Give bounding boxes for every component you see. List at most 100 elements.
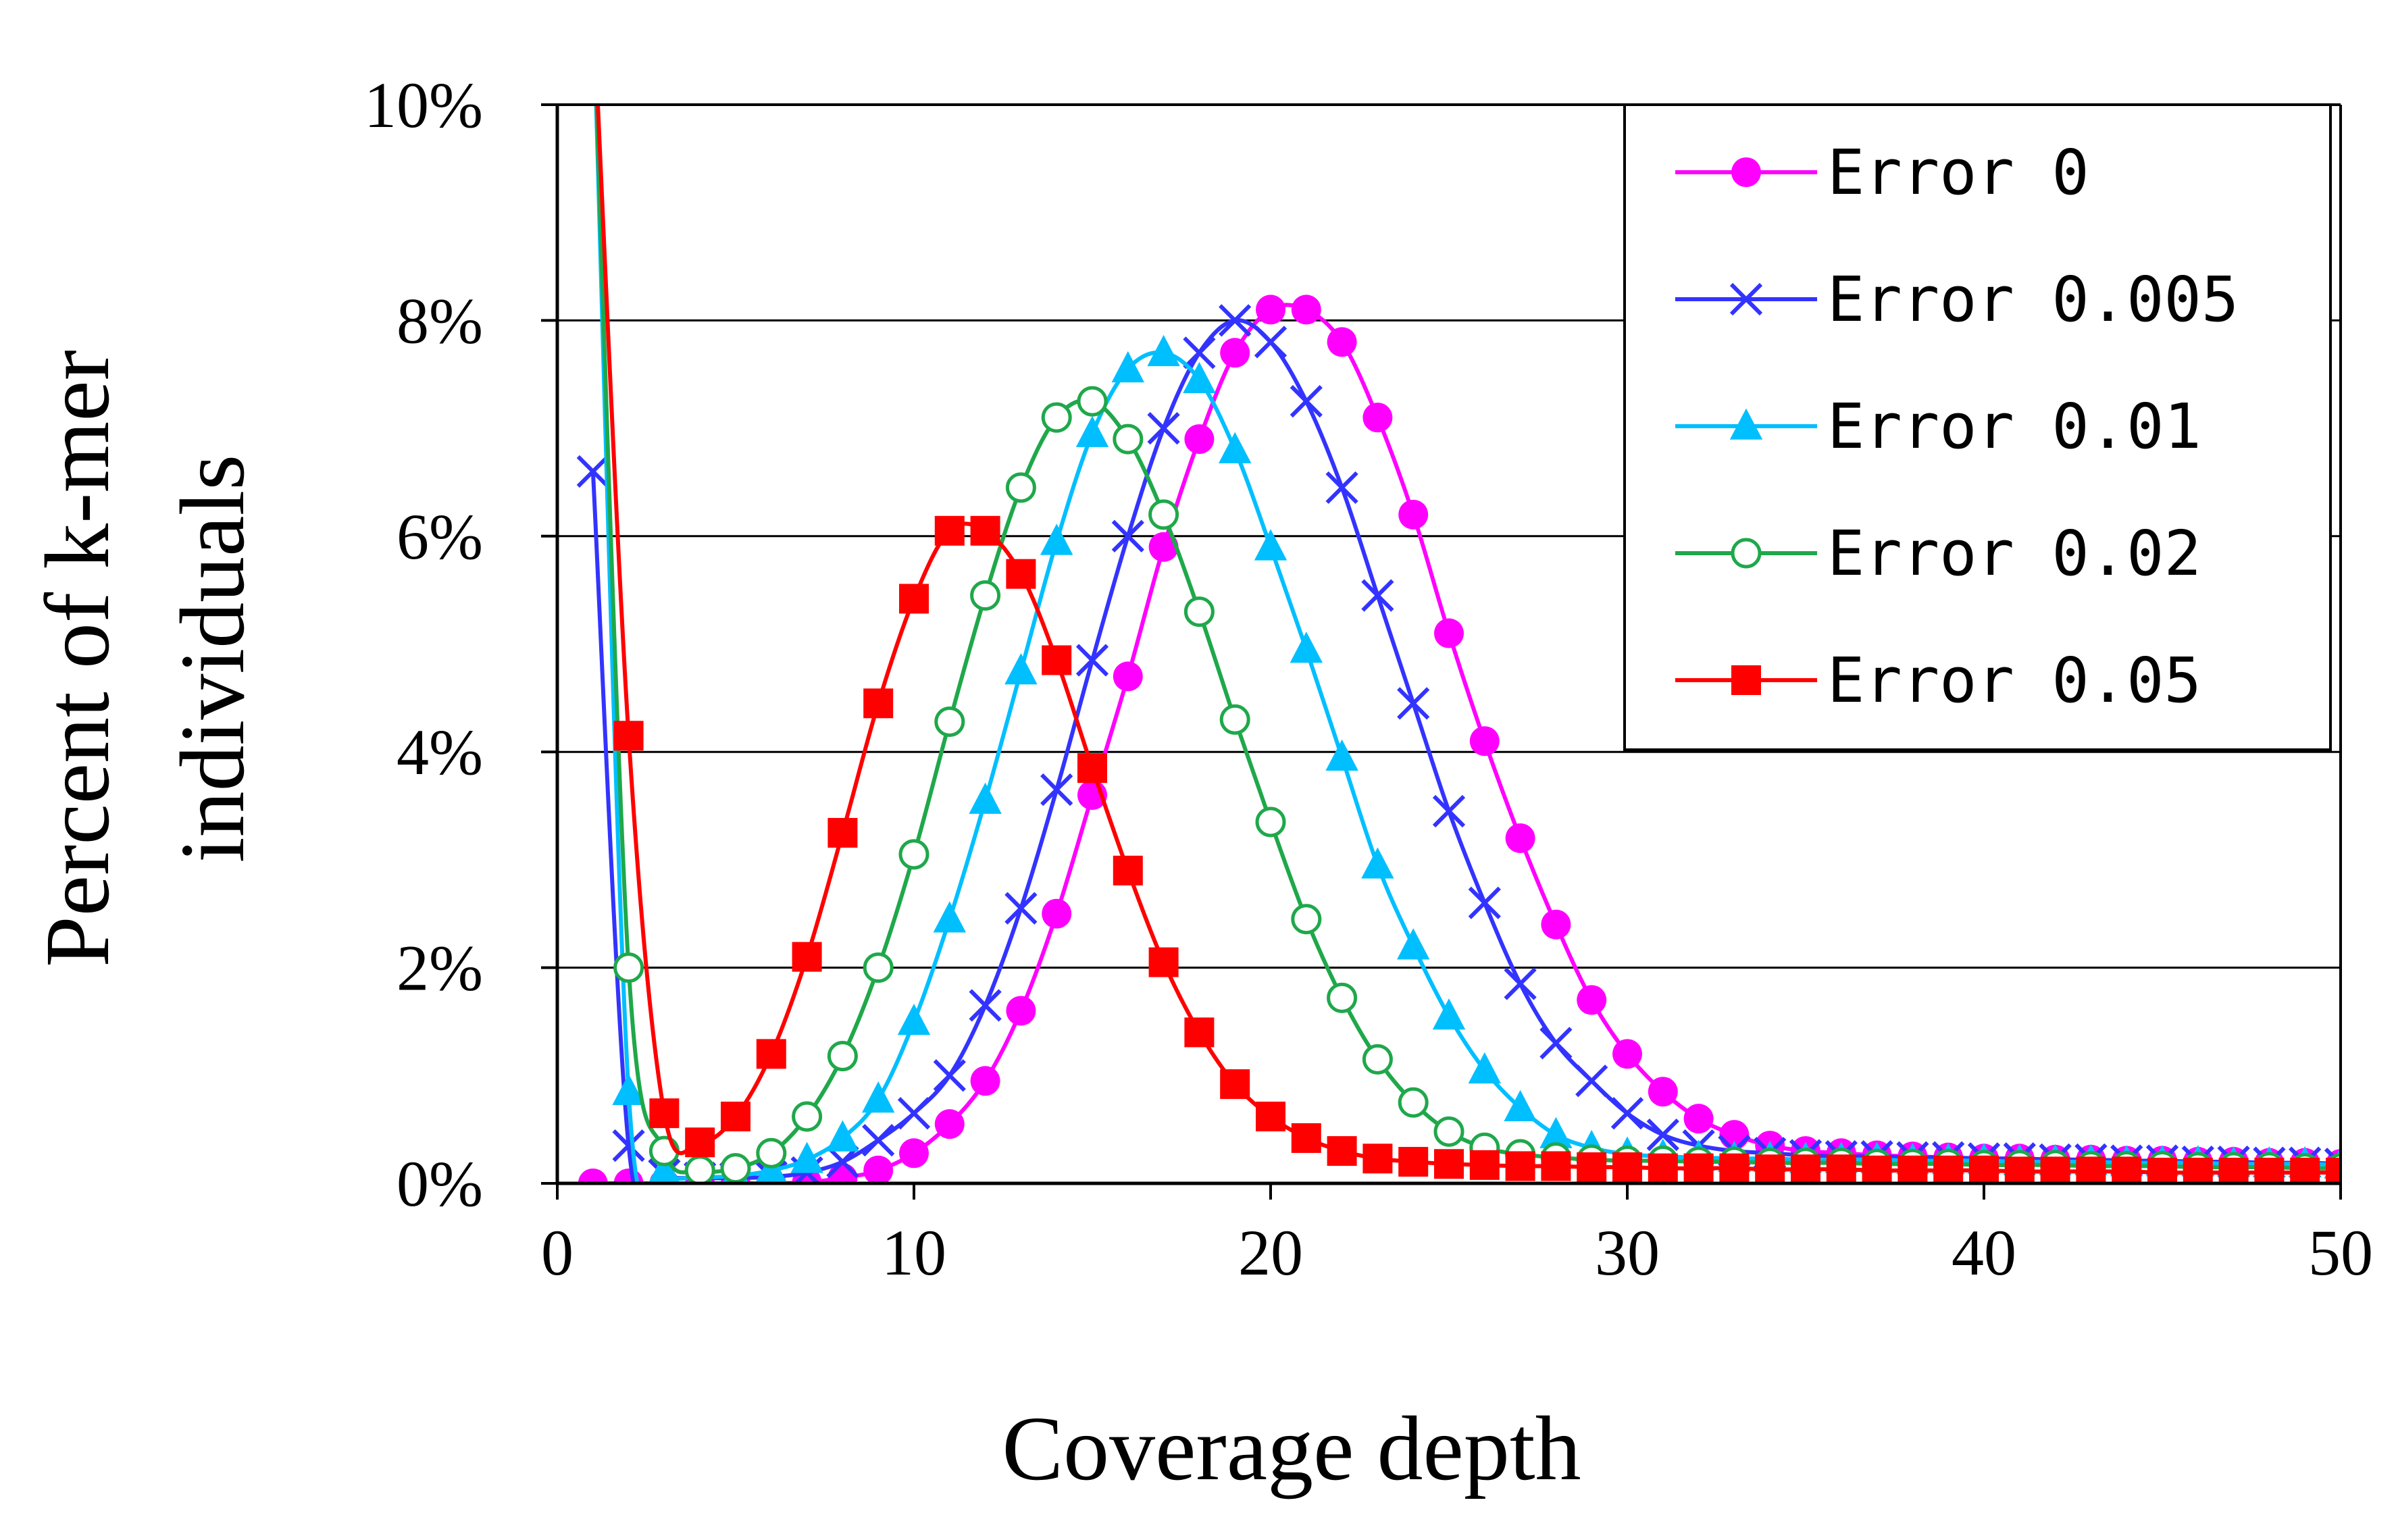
data-point-error-0-05 [613, 721, 644, 751]
data-point-error-0-005-stroke-b [1254, 326, 1288, 359]
data-point-error-0-05 [827, 817, 858, 848]
data-point-error-0 [1469, 726, 1500, 756]
data-point-error-0-02 [756, 1137, 787, 1169]
data-point-error-0 [578, 1169, 608, 1183]
data-point-error-0-005 [1183, 336, 1216, 369]
data-point-error-0-005-stroke-b [1361, 579, 1394, 612]
y-tick-label: 2% [397, 932, 483, 1004]
data-point-error-0-05 [1077, 753, 1107, 784]
data-point-error-0-05 [1113, 855, 1143, 886]
data-point-error-0-01 [862, 1081, 895, 1113]
data-point-error-0-005-stroke-b [826, 1145, 859, 1179]
data-point-error-0-005 [1397, 687, 1430, 720]
data-point-error-0-02 [1005, 472, 1036, 503]
series-layer [576, 105, 2341, 1183]
data-point-error-0 [1434, 618, 1464, 648]
data-point-error-0-01 [1361, 847, 1394, 879]
data-point-error-0-05 [2218, 1158, 2249, 1183]
data-point-error-0 [899, 1138, 929, 1169]
data-point-error-0 [1577, 985, 1607, 1015]
data-point-error-0-05 [1327, 1136, 1357, 1166]
data-point-error-0-05 [1362, 1144, 1393, 1174]
data-point-error-0 [1148, 532, 1179, 562]
data-point-error-0-01 [1290, 632, 1323, 663]
data-point-error-0-02 [898, 839, 929, 870]
legend-item-error-0-005: Error 0.005 [1675, 263, 2239, 336]
y-tick-label: 0% [397, 1148, 483, 1220]
data-point-error-0 [1362, 403, 1393, 433]
data-point-error-0-005 [1075, 644, 1109, 677]
data-point-error-0-005-stroke-b [1646, 1119, 1679, 1152]
data-point-error-0-05 [649, 1098, 680, 1129]
data-point-error-0-02 [934, 706, 965, 737]
legend-marker-error-0-005-stroke-b [1729, 282, 1763, 316]
data-point-error-0-02 [648, 1135, 680, 1166]
data-point-error-0-005 [1147, 411, 1180, 445]
data-point-error-0 [1220, 338, 1250, 368]
data-point-error-0-005 [1004, 892, 1038, 925]
data-point-error-0 [1291, 294, 1321, 325]
data-point-error-0-05 [1291, 1123, 1321, 1153]
data-point-error-0-005-stroke-b [1575, 1064, 1608, 1098]
data-point-error-0-01 [790, 1141, 823, 1173]
data-point-error-0-005 [1325, 471, 1358, 505]
data-point-error-0 [970, 1066, 1000, 1096]
data-point-error-0-01 [1147, 334, 1180, 367]
data-point-error-0-05 [863, 688, 894, 719]
data-point-error-0-02 [1148, 499, 1179, 530]
data-point-error-0 [1006, 996, 1036, 1026]
data-point-error-0-02 [1255, 806, 1286, 838]
data-point-error-0-05 [1256, 1101, 1285, 1131]
data-point-error-0-05 [2254, 1158, 2285, 1183]
data-point-error-0-005-stroke-b [612, 1129, 645, 1162]
data-point-error-0-02 [1113, 424, 1144, 455]
data-point-error-0-05 [1791, 1154, 1820, 1183]
data-point-error-0-05 [1042, 645, 1072, 675]
data-point-error-0 [1113, 661, 1143, 692]
data-point-error-0-005-stroke-b [1432, 794, 1466, 828]
legend-label-error-0-02: Error 0.02 [1827, 517, 2201, 590]
data-point-error-0-005-stroke-b [897, 1097, 931, 1130]
data-point-error-0-05 [970, 515, 1000, 546]
data-point-error-0-05 [1612, 1152, 1642, 1183]
data-point-error-0-05 [685, 1127, 715, 1158]
data-point-error-0-05 [756, 1039, 786, 1069]
data-point-error-0-005-stroke-b [1539, 1027, 1573, 1060]
data-point-error-0-05 [2326, 1158, 2341, 1183]
legend-marker-error-0 [1731, 157, 1761, 187]
data-point-error-0-005-stroke-b [862, 1123, 895, 1157]
data-point-error-0-05 [1006, 559, 1036, 589]
data-point-error-0-01 [1432, 998, 1466, 1030]
legend-item-error-0-01: Error 0.01 [1675, 390, 2201, 463]
data-point-error-0-05 [1434, 1149, 1464, 1179]
legend: Error 0 Error 0.005 Error 0.01 Error 0.02 Er… [1623, 103, 2332, 751]
data-point-error-0 [1612, 1039, 1642, 1069]
data-point-error-0-05 [1719, 1153, 1750, 1183]
y-tick-label: 6% [397, 500, 483, 573]
series-error-0-005 [576, 304, 2341, 1183]
data-point-error-0-005 [1468, 886, 1501, 919]
legend-label-error-0: Error 0 [1827, 136, 2089, 209]
data-point-error-0-005 [1610, 1097, 1644, 1130]
data-point-error-0-05 [1862, 1155, 1892, 1183]
data-point-error-0-01 [1504, 1089, 1537, 1122]
data-point-error-0-005-stroke-b [1397, 687, 1430, 720]
data-point-error-0-005 [1504, 967, 1537, 1000]
data-point-error-0-01 [897, 1004, 931, 1035]
data-point-error-0 [1042, 898, 1072, 929]
data-point-error-0-01 [1004, 653, 1038, 685]
legend-marker-error-0-02 [1731, 538, 1762, 569]
data-point-error-0-005 [1539, 1027, 1573, 1060]
series-error-0-05 [596, 105, 2341, 1183]
data-point-error-0-02 [970, 580, 1001, 611]
y-tick-label: 4% [397, 716, 483, 788]
data-point-error-0-02 [1327, 982, 1358, 1013]
x-tick-label: 20 [1238, 1216, 1303, 1289]
data-point-error-0-01 [1040, 523, 1073, 555]
y-tick-label: 8% [397, 284, 483, 357]
legend-marker-error-0-005 [1729, 282, 1763, 316]
data-point-error-0 [1505, 823, 1535, 853]
data-point-error-0-02 [1183, 596, 1215, 627]
data-point-error-0-01 [1325, 739, 1358, 771]
data-point-error-0 [1184, 424, 1215, 455]
